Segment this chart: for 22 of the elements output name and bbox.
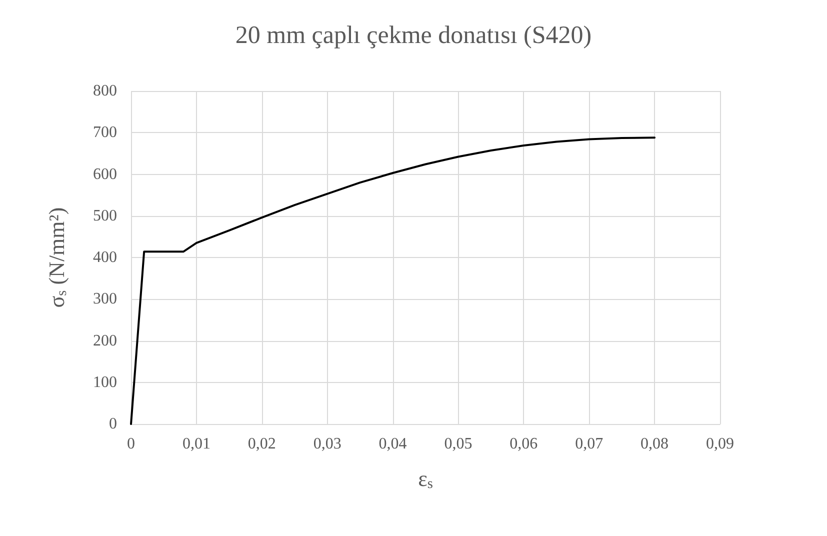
x-tick-label: 0,02 bbox=[248, 436, 276, 452]
x-tick-label: 0,06 bbox=[510, 436, 538, 452]
x-tick-label: 0,05 bbox=[444, 436, 472, 452]
y-tick-label: 100 bbox=[93, 374, 117, 391]
x-tick-label: 0,08 bbox=[640, 436, 669, 452]
y-tick-label: 0 bbox=[109, 416, 117, 432]
y-tick-label: 600 bbox=[93, 166, 117, 183]
x-tick-label: 0 bbox=[127, 436, 135, 452]
line-series bbox=[130, 136, 656, 425]
y-tick-label: 800 bbox=[93, 82, 117, 100]
y-tick-label: 400 bbox=[93, 249, 117, 266]
y-tick-label: 300 bbox=[93, 290, 117, 308]
y-tick-label: 700 bbox=[93, 124, 117, 142]
chart-title: 20 mm çaplı çekme donatısı (S420) bbox=[235, 22, 592, 49]
x-tick-label: 0,03 bbox=[313, 436, 342, 452]
y-tick-label: 500 bbox=[93, 207, 117, 224]
x-tick-label: 0,04 bbox=[378, 436, 407, 452]
x-tick-label: 0,01 bbox=[182, 436, 210, 452]
x-tick-label: 0,09 bbox=[706, 436, 734, 452]
x-tick-label: 0,07 bbox=[575, 436, 604, 452]
y-axis-title: σs (N/mm²) bbox=[44, 207, 70, 308]
y-tick-label: 200 bbox=[93, 332, 117, 350]
